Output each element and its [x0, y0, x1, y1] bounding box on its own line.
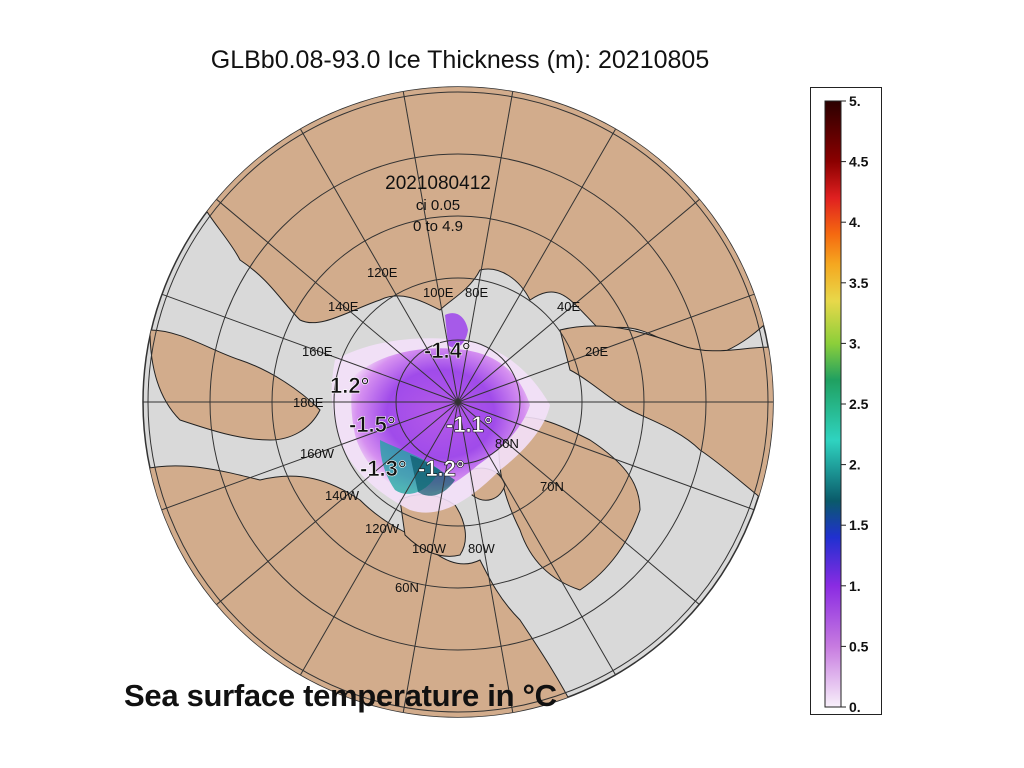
longitude-label-140w: 140W [325, 488, 360, 503]
landmass-alaska [149, 329, 321, 441]
value-range-label: 0 to 4.9 [413, 218, 463, 235]
colorbar-tick-label: 4.5 [849, 154, 869, 170]
longitude-label-120e: 120E [367, 265, 398, 280]
colorbar-tick-label: 1. [849, 578, 861, 594]
meridian-line [157, 292, 459, 403]
longitude-label-160e: 160E [302, 344, 333, 359]
longitude-label-80w: 80W [468, 541, 495, 556]
colorbar-tick-label: 5. [849, 93, 861, 109]
sst-label-4: -1.1° [446, 412, 493, 437]
meridian-line [457, 292, 759, 403]
sst-label-1: -1.4° [424, 338, 471, 363]
latitude-label-70n: 70N [540, 479, 564, 494]
longitude-label-80e: 80E [465, 285, 488, 300]
meridian-line [157, 401, 459, 512]
graticule [143, 87, 773, 717]
sst-label-2: 1.2° [330, 373, 369, 398]
colorbar-tick-label: 3. [849, 335, 861, 351]
sst-label-5: -1.3° [360, 456, 407, 481]
colorbar-tick-label: 0.5 [849, 638, 869, 654]
colorbar-tick-label: 1.5 [849, 517, 869, 533]
longitude-label-100e: 100E [423, 285, 454, 300]
colorbar-tick-label: 2.5 [849, 396, 869, 412]
landmass-greenland [498, 416, 641, 591]
colorbar-tick-label: 2. [849, 457, 861, 473]
colorbar-ramp [824, 100, 842, 708]
meridian-line [457, 87, 515, 403]
meridian-line [457, 401, 515, 717]
colorbar-tick-label: 4. [849, 214, 861, 230]
colorbar-tick-label: 3.5 [849, 275, 869, 291]
longitude-label-140e: 140E [328, 299, 359, 314]
meridian-line [212, 195, 459, 403]
contour-interval-label: ci 0.05 [416, 197, 460, 214]
colorbar: 5. 4.5 4. 3.5 3. 2.5 2. 1.5 1. 0.5 0. [810, 87, 882, 715]
longitude-label-20e: 20E [585, 344, 608, 359]
longitude-label-40e: 40E [557, 299, 580, 314]
longitude-label-120w: 120W [365, 521, 400, 536]
meridian-line [297, 401, 459, 680]
meridian-line [457, 195, 704, 403]
run-stamp-label: 2021080412 [385, 173, 491, 194]
latitude-label-60n: 60N [395, 580, 419, 595]
caption: Sea surface temperature in °C [124, 678, 557, 713]
ice-tongue [445, 313, 468, 348]
meridian-line [457, 124, 619, 403]
meridian-line [457, 401, 619, 680]
colorbar-graphic: 5. 4.5 4. 3.5 3. 2.5 2. 1.5 1. 0.5 0. [824, 93, 869, 715]
meridian-line [297, 124, 459, 403]
sst-label-6: -1.2° [418, 456, 465, 481]
meridian-line [401, 87, 459, 403]
longitude-label-160w: 160W [300, 446, 335, 461]
colorbar-tick-label: 0. [849, 699, 861, 715]
meridian-line [457, 401, 759, 512]
latitude-label-80n: 80N [495, 436, 519, 451]
meridian-line [401, 401, 459, 717]
longitude-label-180e: 180E [293, 395, 324, 410]
longitude-label-100w: 100W [412, 541, 447, 556]
meridian-line [457, 401, 704, 609]
meridian-line [212, 401, 459, 609]
sst-label-3: -1.5° [349, 412, 396, 437]
figure-title: GLBb0.08-93.0 Ice Thickness (m): 2021080… [210, 46, 710, 74]
